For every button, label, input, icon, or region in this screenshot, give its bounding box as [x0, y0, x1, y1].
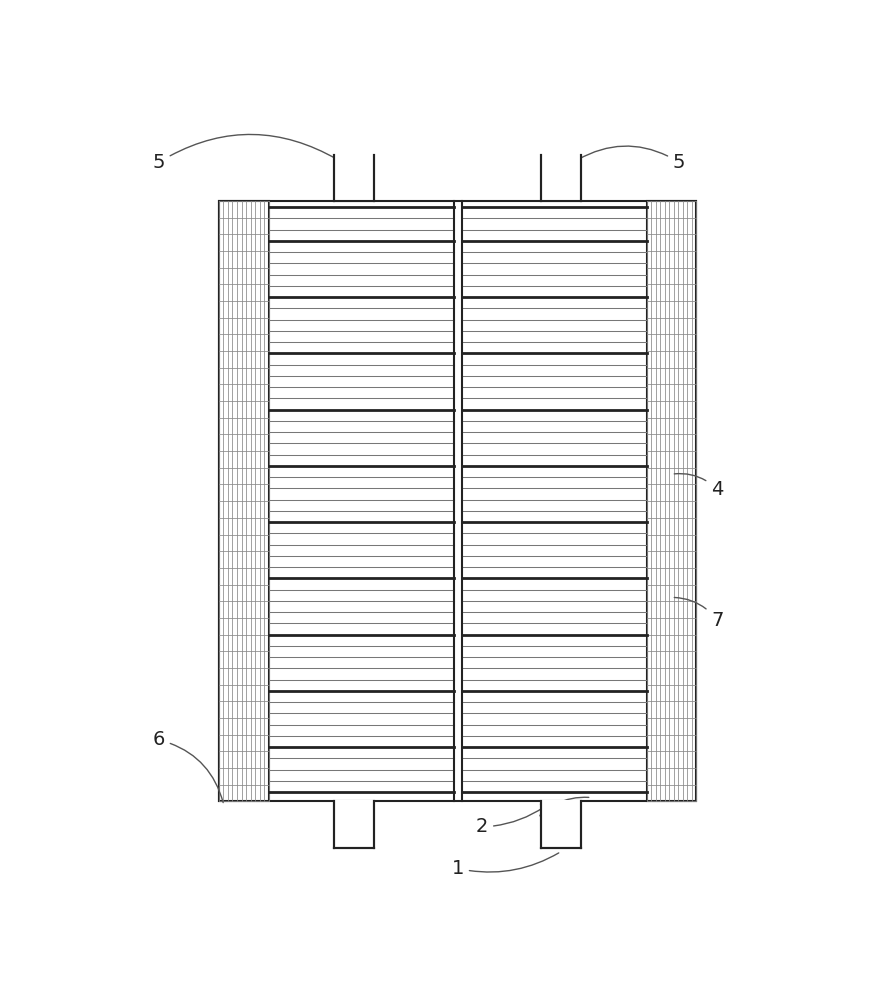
Bar: [334, 800, 374, 846]
Text: 4: 4: [674, 474, 723, 499]
Text: 5: 5: [578, 146, 685, 172]
Text: 6: 6: [153, 730, 223, 803]
Bar: [541, 152, 581, 202]
Bar: [647, 201, 697, 801]
Bar: [219, 201, 269, 801]
Text: 7: 7: [674, 597, 723, 630]
Text: 1: 1: [452, 853, 559, 878]
Bar: [541, 800, 581, 846]
Bar: [219, 201, 697, 801]
Bar: [334, 152, 374, 202]
Text: 5: 5: [153, 134, 338, 172]
Text: 2: 2: [476, 807, 545, 836]
Text: 3: 3: [538, 797, 588, 821]
